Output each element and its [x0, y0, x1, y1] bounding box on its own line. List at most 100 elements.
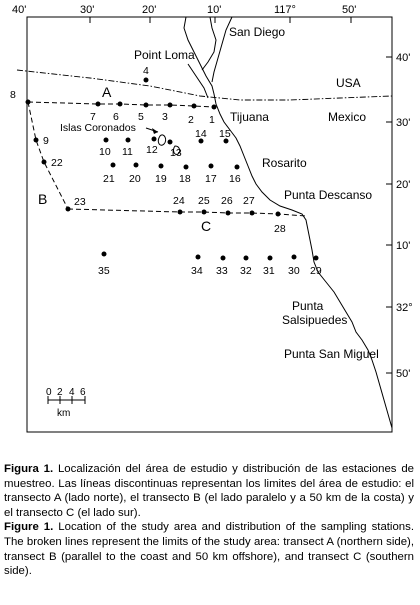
station-1-marker: [211, 104, 217, 110]
station-24-marker: [177, 209, 183, 215]
station-19-label: 19: [155, 173, 167, 185]
scale-bar: 0 2 4 6 km: [46, 387, 86, 419]
caption-spanish-label: Figura 1.: [4, 463, 54, 475]
station-34-marker: [195, 254, 201, 260]
station-24-label: 24: [173, 195, 185, 207]
transect-c-line: [67, 208, 307, 217]
islas-coronados-arrow-head: [152, 128, 158, 134]
station-10-label: 10: [99, 146, 111, 158]
station-13-marker: [167, 139, 173, 145]
station-5-label: 5: [138, 111, 144, 123]
station-12-label: 12: [146, 144, 158, 156]
station-22-label: 22: [51, 157, 63, 169]
caption-spanish-text: Localización del área de estudio y distr…: [4, 463, 414, 519]
transect-b-line: [27, 101, 69, 210]
caption-spanish: Figura 1. Localización del área de estud…: [4, 462, 414, 520]
station-34-label: 34: [191, 265, 203, 277]
study-area-map: 40' 30' 20' 10' 117° 50' 40' 30' 20' 10'…: [10, 4, 413, 433]
station-15-marker: [223, 138, 229, 144]
station-29-label: 29: [310, 265, 322, 277]
station-26-marker: [225, 210, 231, 216]
station-6-label: 6: [113, 111, 119, 123]
top-ticks: [26, 17, 352, 23]
station-7-label: 7: [90, 111, 96, 123]
place-punta-descanso: Punta Descanso: [284, 188, 372, 202]
place-punta-salsipuedes-line2: Salsipuedes: [282, 313, 347, 327]
coastline: [183, 16, 393, 429]
place-tijuana: Tijuana: [230, 110, 269, 124]
station-16-marker: [234, 164, 240, 170]
coronado-strand: [187, 63, 209, 99]
station-8-marker: [25, 99, 31, 105]
place-point-loma: Point Loma: [134, 48, 195, 62]
station-14-marker: [198, 138, 204, 144]
station-31-label: 31: [263, 265, 275, 277]
lon-label-10: 10': [207, 4, 221, 16]
station-11-label: 11: [122, 146, 133, 158]
station-7-marker: [95, 101, 101, 107]
station-20-marker: [133, 162, 139, 168]
station-3-marker: [167, 102, 173, 108]
stations: 1 2 3 4 5 6 7 8 9 10 11 12 13 14 15 16 1…: [10, 65, 322, 277]
station-22-marker: [41, 159, 47, 165]
station-27-label: 27: [243, 195, 255, 207]
station-9-marker: [33, 137, 39, 143]
transect-label-c: C: [201, 218, 211, 234]
islas-coronados-island: [157, 134, 167, 146]
figure-caption: Figura 1. Localización del área de estud…: [4, 462, 414, 579]
lat-label-20: 20': [396, 179, 410, 191]
station-2-marker: [191, 103, 197, 109]
station-11-marker: [125, 137, 131, 143]
station-15-label: 15: [219, 128, 231, 140]
station-35-marker: [101, 251, 107, 257]
map-frame: [26, 16, 393, 433]
place-punta-salsipuedes-line1: Punta: [292, 299, 324, 313]
place-san-diego: San Diego: [229, 25, 285, 39]
station-4-label: 4: [143, 65, 149, 77]
lat-label-40: 40': [396, 52, 410, 64]
station-5-marker: [143, 102, 149, 108]
station-33-marker: [220, 255, 226, 261]
place-mexico: Mexico: [328, 110, 366, 124]
station-17-label: 17: [205, 173, 217, 185]
station-2-label: 2: [188, 114, 194, 126]
lon-label-40: 40': [12, 4, 26, 16]
caption-english-label: Figure 1.: [4, 521, 54, 534]
station-21-label: 21: [103, 173, 115, 185]
station-4-marker: [143, 77, 149, 83]
scale-tick-6: 6: [80, 387, 86, 398]
station-18-label: 18: [179, 173, 191, 185]
transect-label-b: B: [38, 191, 47, 207]
station-1-label: 1: [209, 114, 215, 126]
scale-tick-2: 2: [57, 387, 63, 398]
station-23-label: 23: [74, 196, 86, 208]
station-27-marker: [249, 210, 255, 216]
place-rosarito: Rosarito: [262, 156, 307, 170]
lat-label-10: 10': [396, 240, 410, 252]
station-32-marker: [243, 255, 249, 261]
transect-label-a: A: [102, 84, 112, 100]
station-26-label: 26: [221, 195, 233, 207]
place-islas-coronados: Islas Coronados: [60, 122, 136, 134]
lon-label-20: 20': [142, 4, 156, 16]
scale-unit: km: [57, 408, 70, 419]
station-28-label: 28: [274, 223, 286, 235]
lat-label-32: 32°: [396, 302, 413, 314]
station-28-marker: [275, 211, 281, 217]
station-18-marker: [183, 164, 189, 170]
caption-english-text: Location of the study area and distribut…: [4, 521, 414, 578]
station-35-label: 35: [98, 265, 110, 277]
lon-label-50: 50': [342, 4, 356, 16]
caption-english: Figure 1. Location of the study area and…: [4, 520, 414, 578]
station-16-label: 16: [229, 173, 241, 185]
islas-coronados-island-south: [173, 145, 181, 155]
station-19-marker: [158, 163, 164, 169]
station-25-marker: [201, 209, 207, 215]
station-31-marker: [267, 255, 273, 261]
scale-tick-4: 4: [69, 387, 75, 398]
lat-label-30: 30': [396, 117, 410, 129]
lat-label-50: 50': [396, 368, 410, 380]
station-14-label: 14: [195, 128, 207, 140]
station-3-label: 3: [162, 111, 168, 123]
station-32-label: 32: [240, 265, 252, 277]
